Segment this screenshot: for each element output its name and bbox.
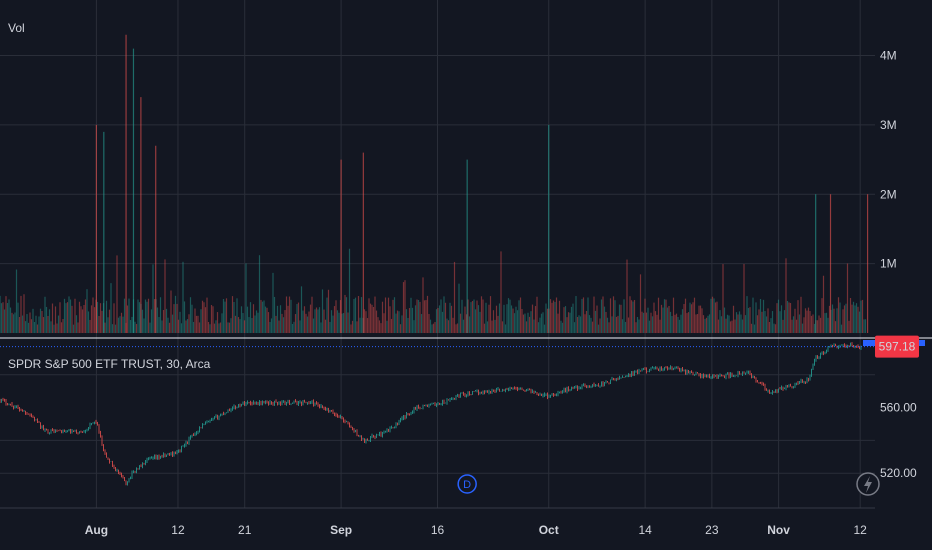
time-tick-label: Oct <box>539 523 559 537</box>
last-price-badge <box>875 335 919 358</box>
time-tick-label: 16 <box>431 523 445 537</box>
volume-tick-label: 4M <box>880 49 897 63</box>
time-axis-labels[interactable]: Aug 12 21 Sep 16 Oct 14 23 Nov 12 <box>85 523 867 537</box>
time-tick-label: Aug <box>85 523 108 537</box>
time-tick-label: 12 <box>171 523 185 537</box>
time-grid <box>95 0 861 508</box>
volume-title: Vol <box>8 21 25 35</box>
volume-tick-label: 3M <box>880 118 897 132</box>
time-tick-label: Sep <box>330 523 352 537</box>
time-tick-label: 14 <box>638 523 652 537</box>
dividend-label: D <box>463 479 471 491</box>
time-tick-label: 12 <box>853 523 867 537</box>
dividend-marker[interactable]: D <box>457 474 477 494</box>
last-price-label: 597.18 <box>879 340 916 354</box>
price-axis-labels: 520.00 560.00 <box>880 401 917 481</box>
volume-axis-labels: 1M 2M 3M 4M <box>880 49 897 271</box>
price-candles <box>0 342 862 486</box>
lightning-icon[interactable] <box>856 472 880 496</box>
price-tick-label: 520.00 <box>880 466 917 480</box>
volume-tick-label: 2M <box>880 187 897 201</box>
time-tick-label: 21 <box>238 523 252 537</box>
volume-tick-label: 1M <box>880 257 897 271</box>
dividend-circle <box>457 474 477 494</box>
volume-bars <box>0 34 869 333</box>
symbol-title: SPDR S&P 500 ETF TRUST, 30, Arca <box>8 357 211 371</box>
time-tick-label: Nov <box>767 523 790 537</box>
price-tick-label: 560.00 <box>880 401 917 415</box>
lightning-icon-bolt <box>864 476 872 493</box>
time-tick-label: 23 <box>705 523 719 537</box>
